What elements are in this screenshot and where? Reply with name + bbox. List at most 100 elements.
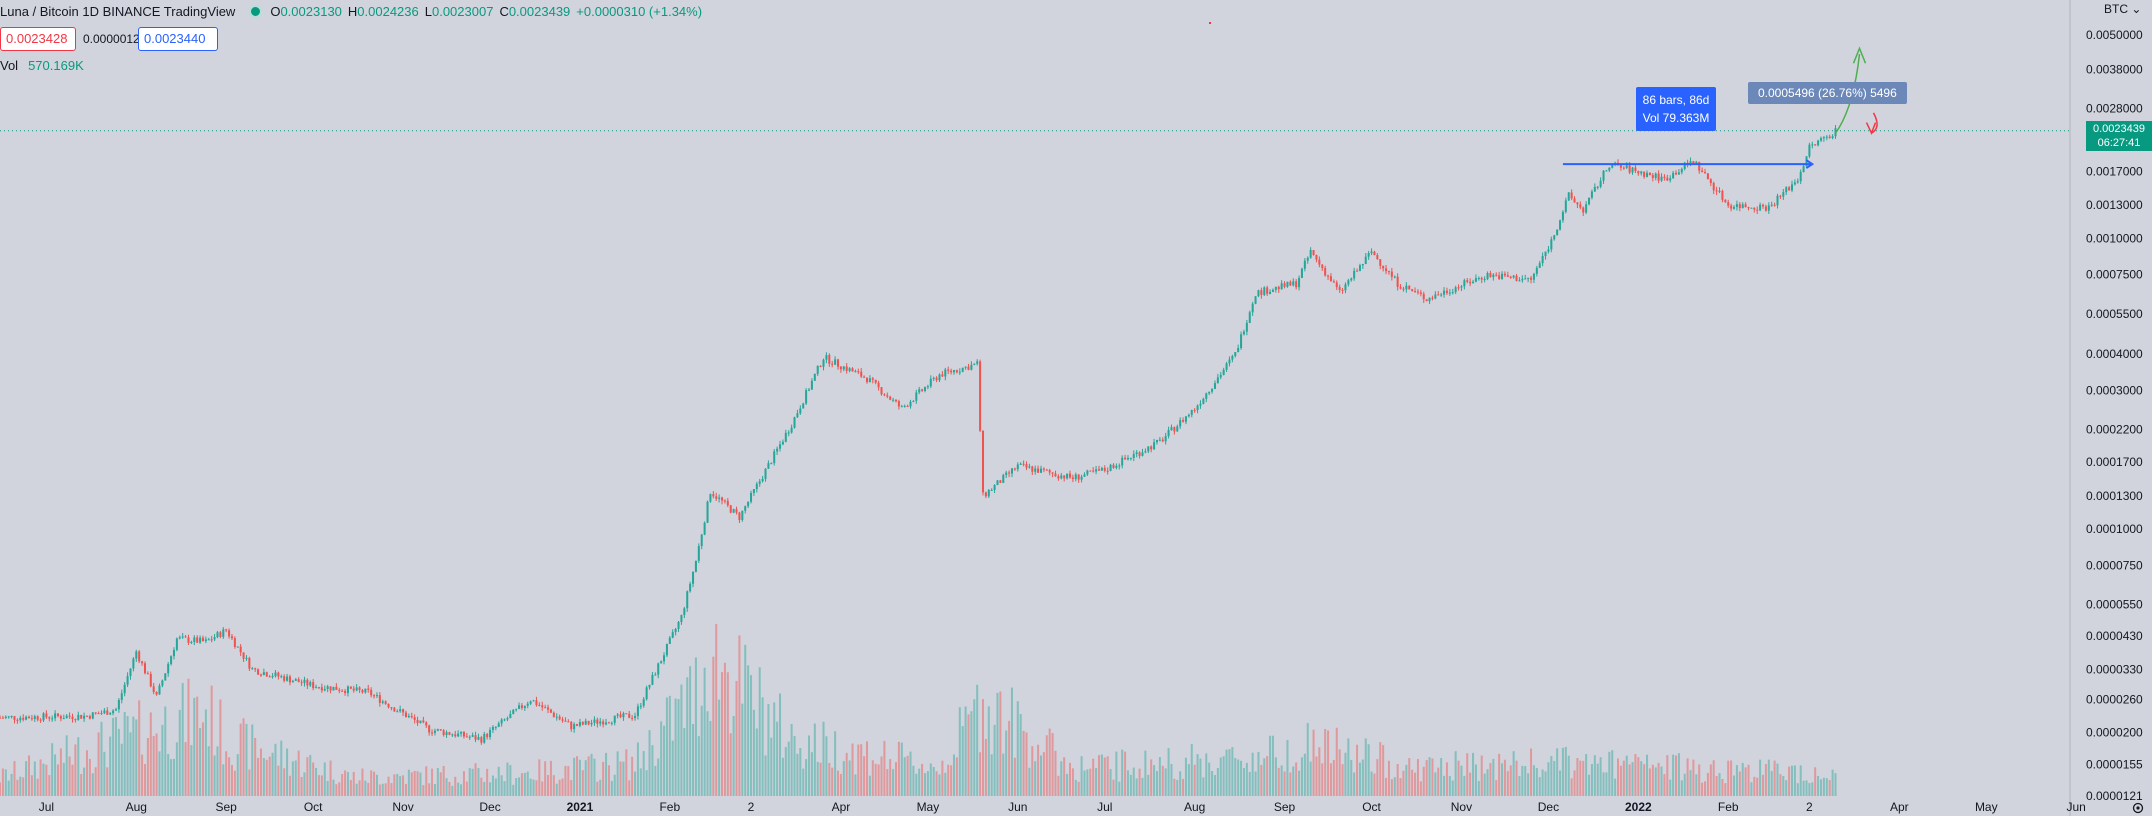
sell-button[interactable]: 0.0023428 xyxy=(0,27,76,51)
candle-body xyxy=(1506,275,1509,277)
volume-bar xyxy=(56,764,60,796)
date-range-label[interactable]: 86 bars, 86d Vol 79.363M xyxy=(1636,87,1716,131)
volume-bar xyxy=(544,761,547,796)
candle-body xyxy=(1112,464,1115,468)
volume-bar xyxy=(175,742,178,796)
volume-bar xyxy=(851,743,854,796)
volume-bar xyxy=(863,756,866,796)
candle-body xyxy=(1025,464,1028,468)
candle-body xyxy=(1205,393,1208,399)
volume-bar xyxy=(776,721,779,796)
volume-bar xyxy=(413,770,416,796)
candle-body xyxy=(987,490,990,497)
price-axis-tick-label: 0.0038000 xyxy=(2086,63,2143,77)
candle-body xyxy=(1440,294,1443,296)
volume-bar xyxy=(65,735,68,796)
candle-body xyxy=(1385,268,1388,272)
candle-body xyxy=(909,401,912,407)
symbol-title[interactable]: Luna / Bitcoin 1D BINANCE TradingView xyxy=(0,4,236,19)
volume-bar xyxy=(477,768,480,796)
candle-body xyxy=(402,709,405,713)
volume-bar xyxy=(1358,762,1361,796)
volume-bar xyxy=(764,755,767,796)
volume-bar xyxy=(1092,758,1095,796)
candle-body xyxy=(1474,278,1477,282)
candle-body xyxy=(1344,284,1347,291)
candle-body xyxy=(1486,273,1489,280)
volume-bar xyxy=(1770,771,1773,796)
volume-bar xyxy=(1324,728,1327,796)
volume-bar xyxy=(1002,753,1005,796)
candle-body xyxy=(860,371,863,377)
volume-bar xyxy=(10,773,13,796)
candle-body xyxy=(291,680,294,683)
candle-body xyxy=(1553,235,1556,240)
candle-body xyxy=(85,715,89,717)
price-range-label[interactable]: 0.0005496 (26.76%) 5496 xyxy=(1748,82,1907,104)
buy-button[interactable]: 0.0023440 xyxy=(138,27,218,51)
candle-body xyxy=(1379,259,1382,266)
candle-body xyxy=(1796,181,1799,183)
candle-body xyxy=(1509,276,1512,278)
candle-body xyxy=(979,361,982,431)
candle-body xyxy=(674,628,677,633)
volume-bar xyxy=(935,771,938,796)
candle-body xyxy=(735,509,738,513)
candle-body xyxy=(494,726,497,728)
volume-bar xyxy=(1367,744,1370,796)
time-axis-tick-label: 2021 xyxy=(567,800,594,814)
candle-body xyxy=(329,686,332,691)
volume-bar xyxy=(1254,771,1257,796)
candle-body xyxy=(1350,278,1353,281)
volume-bar xyxy=(236,754,239,796)
volume-bar xyxy=(94,767,97,796)
volume-bar xyxy=(1477,780,1480,796)
volume-bar xyxy=(251,724,254,796)
volume-bar xyxy=(1176,779,1179,796)
candle-body xyxy=(1443,290,1446,295)
volume-bar xyxy=(903,757,906,796)
volume-bar xyxy=(1289,772,1292,796)
volume-bar xyxy=(326,780,329,796)
candle-body xyxy=(874,379,877,383)
volume-bar xyxy=(961,726,964,796)
candle-body xyxy=(793,417,796,428)
volume-bar xyxy=(1382,745,1385,796)
candle-body xyxy=(88,716,91,719)
candle-body xyxy=(1,717,4,719)
volume-bar xyxy=(1335,727,1338,796)
candle-body xyxy=(419,720,422,724)
volume-bar xyxy=(561,778,564,796)
settings-gear-icon[interactable] xyxy=(2130,800,2146,816)
volume-bar xyxy=(1141,777,1144,796)
candle-body xyxy=(738,512,741,520)
volume-legend[interactable]: Vol 570.169K xyxy=(0,58,84,73)
volume-bar xyxy=(1767,759,1770,796)
candle-body xyxy=(97,713,100,715)
candle-body xyxy=(433,730,436,733)
volume-bar xyxy=(436,768,439,796)
volume-bar xyxy=(1283,771,1286,796)
volume-bar xyxy=(190,745,193,796)
volume-bar xyxy=(193,697,196,796)
candle-body xyxy=(358,687,361,690)
market-status-icon[interactable] xyxy=(249,5,263,18)
candle-body xyxy=(799,408,802,414)
currency-selector[interactable]: BTC ⌄ xyxy=(2104,2,2142,16)
volume-bar xyxy=(802,768,805,796)
candle-body xyxy=(1544,251,1547,256)
volume-bar xyxy=(1170,763,1173,796)
candle-body xyxy=(187,637,190,643)
volume-bar xyxy=(112,717,115,796)
candle-body xyxy=(1045,469,1048,471)
volume-bar xyxy=(45,764,48,796)
candle-body xyxy=(74,719,77,721)
volume-bar xyxy=(807,735,811,796)
candle-body xyxy=(1782,192,1785,197)
volume-bar xyxy=(1121,749,1124,796)
volume-bar xyxy=(1124,751,1127,796)
volume-bar xyxy=(758,667,761,796)
volume-bar xyxy=(1721,778,1724,796)
volume-bar xyxy=(587,756,590,796)
